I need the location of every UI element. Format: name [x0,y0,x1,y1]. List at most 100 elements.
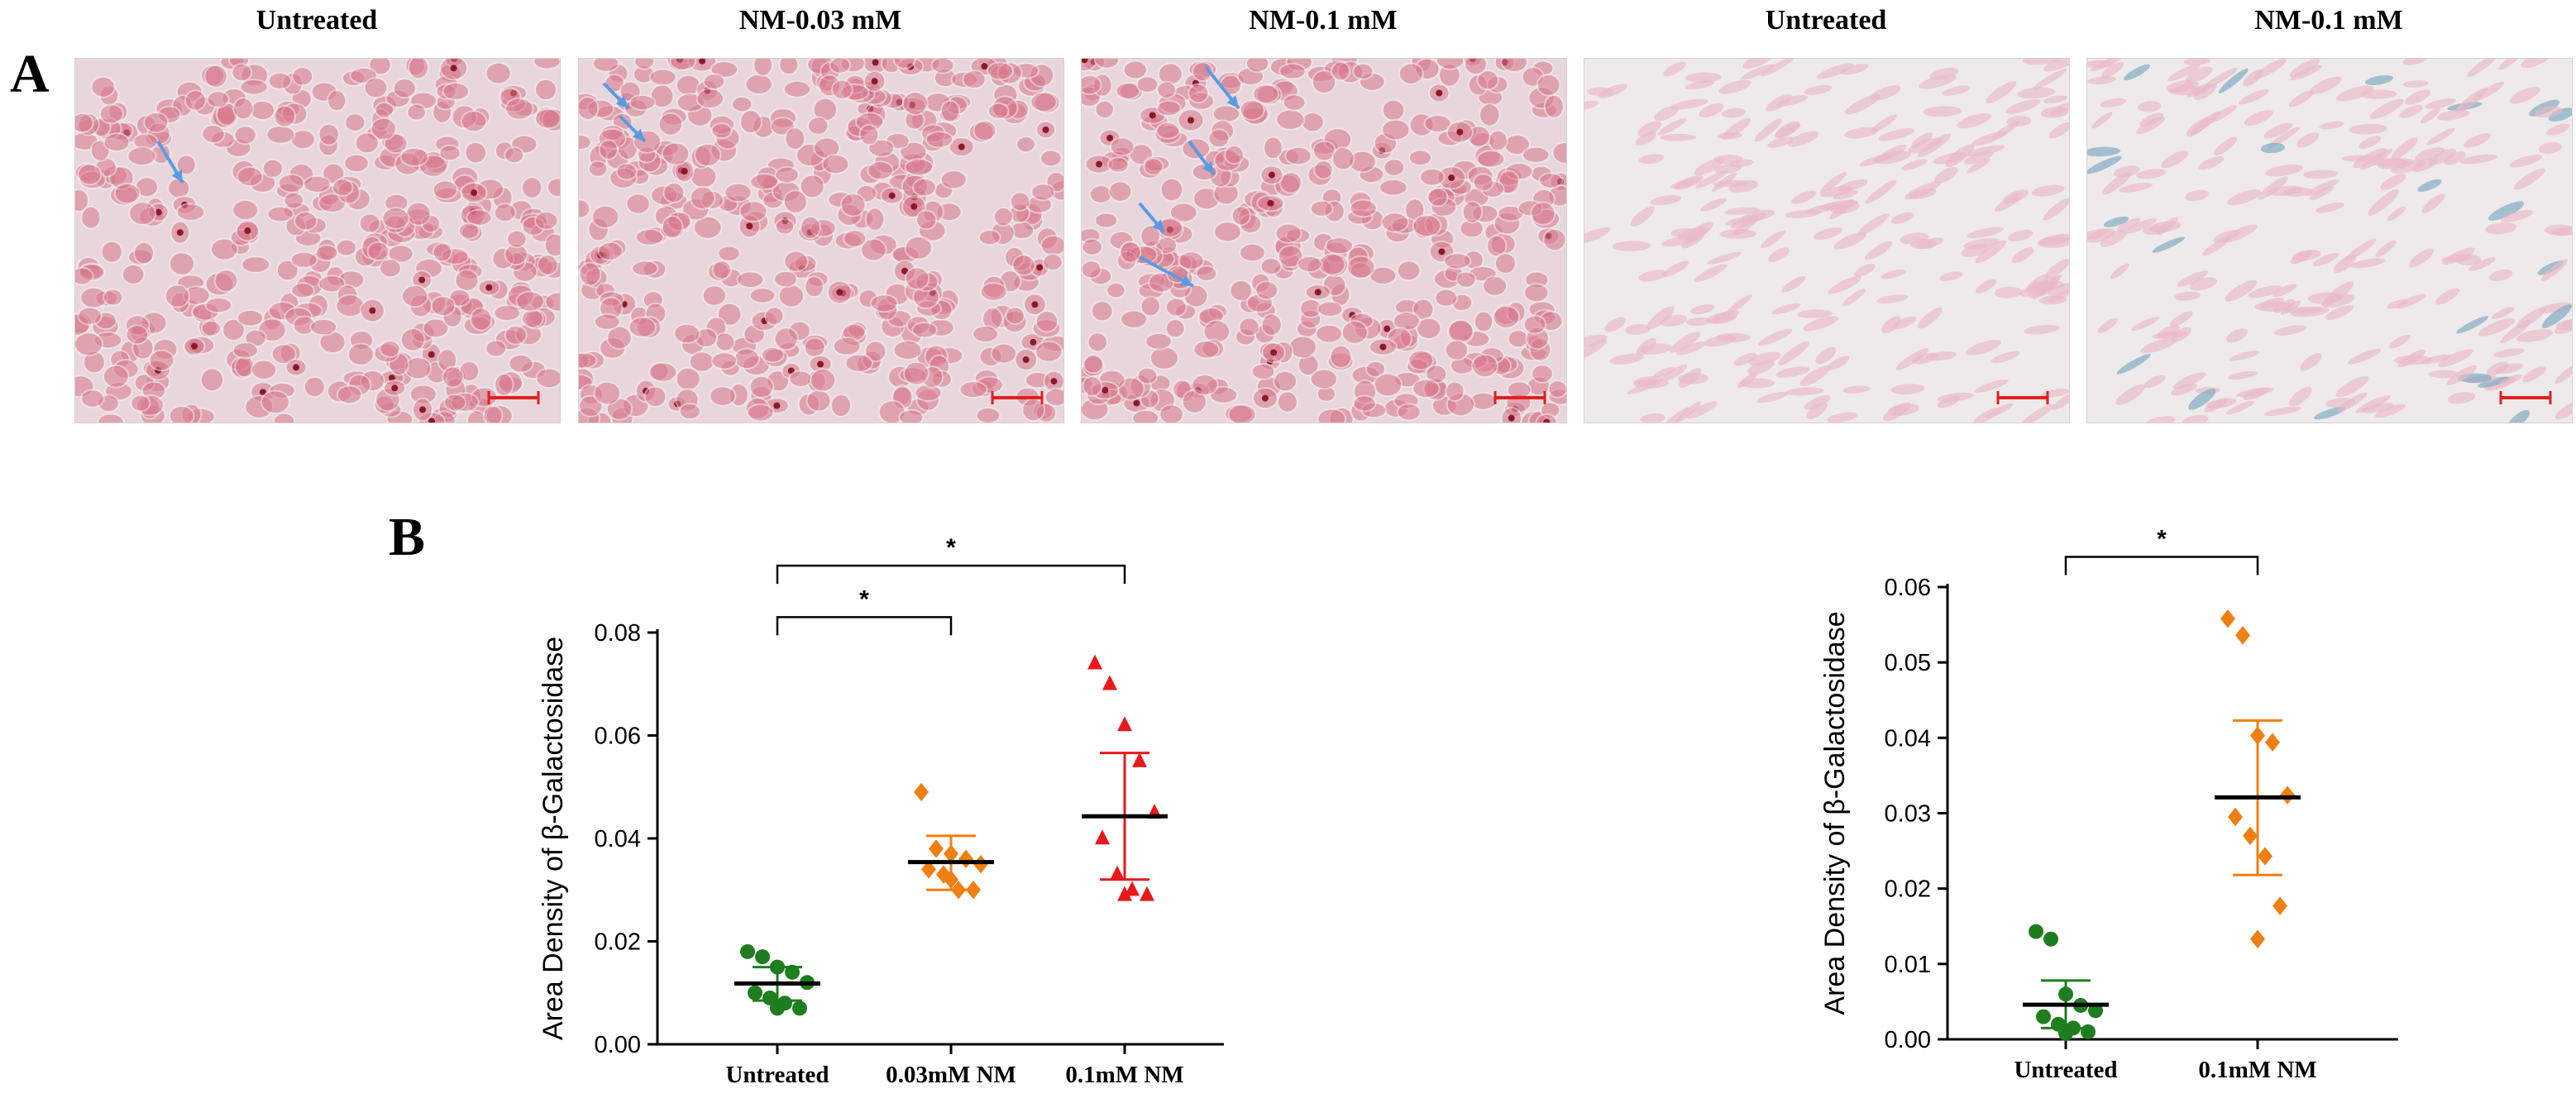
cell [1434,288,1459,308]
cell [2170,383,2197,396]
cell [1120,309,1149,329]
cell [628,93,657,112]
cell [460,110,488,133]
cell [344,112,366,132]
cell [1042,252,1063,272]
cell [1975,240,2007,264]
cell [2347,348,2382,365]
cell [972,325,999,343]
dark-cell-spot [1106,134,1114,141]
cell [1082,375,1103,397]
cell [113,182,141,205]
cell [2002,189,2029,203]
cell [270,343,297,365]
cell [1278,62,1307,80]
cell [100,240,123,264]
cell [2522,365,2547,383]
cell [1364,360,1386,378]
cell [774,165,800,184]
cell [200,320,222,337]
cell [2183,59,2211,66]
cell [1331,60,1351,82]
cell [175,203,206,222]
cell [422,318,450,339]
cell [125,324,150,346]
cell [1804,203,1841,214]
dark-cell-spot [1314,289,1321,296]
cell [1311,69,1337,94]
cell [1756,391,1789,403]
cell [335,238,357,257]
cell [979,282,1008,302]
image-title-1: Untreated [256,5,378,36]
cell [2554,364,2572,384]
cell [400,284,429,308]
cell [869,294,899,313]
cell [1297,255,1323,273]
cell [2024,324,2061,335]
dark-cell-spot [1095,160,1102,168]
cell [1178,251,1205,270]
data-point [1095,829,1110,845]
cell [1461,200,1484,224]
cell [443,393,467,412]
cell [904,236,933,260]
cell [77,163,103,186]
data-point [1117,886,1132,901]
cell [2402,80,2429,88]
cell [1912,352,1938,365]
cell [579,351,598,370]
image-title-2: NM-0.03 mM [738,5,902,36]
cell [1379,179,1408,197]
cell [1895,348,1929,370]
cell [277,173,305,193]
data-point [1087,654,1102,670]
cell [504,146,525,165]
cell [1473,310,1494,333]
cell [773,327,799,351]
cell [579,261,602,287]
data-point [2043,931,2058,947]
cell [2139,112,2164,127]
cell [143,112,170,134]
cell [702,73,726,90]
cell [1536,74,1561,97]
cell [232,198,259,222]
cell [442,81,471,101]
cell [283,191,305,210]
cell [1476,69,1499,91]
cell [1140,295,1161,318]
cell [1156,99,1182,117]
cell [657,112,684,136]
cell [1891,316,1917,330]
dark-cell-spot [773,402,781,409]
cell [593,380,622,406]
cell [1250,362,1276,380]
cell [2043,198,2069,221]
cell [265,124,296,145]
cell [1443,252,1472,270]
cell [2513,168,2545,190]
cell [1277,245,1304,269]
cell [336,384,363,405]
cell [788,370,813,388]
dark-cell-spot [485,284,493,291]
scatter-chart-right: Area Density of β-Galactosidase 0.00 0.01 0… [1819,526,2398,1083]
cell [1227,403,1257,423]
cell [2026,274,2049,293]
cell [2344,238,2377,262]
cell [2309,185,2335,201]
cell [466,208,493,227]
cell [714,332,736,352]
cell [1542,227,1566,252]
cell [2161,150,2189,169]
data-point [921,860,936,879]
cell [1881,269,1907,279]
y-tick-label: 0.02 [595,929,641,956]
cell [1352,62,1374,80]
cell [1122,60,1148,80]
cell [2388,334,2411,349]
cell [1637,270,1668,282]
cell [1447,318,1474,343]
cell [354,131,380,155]
